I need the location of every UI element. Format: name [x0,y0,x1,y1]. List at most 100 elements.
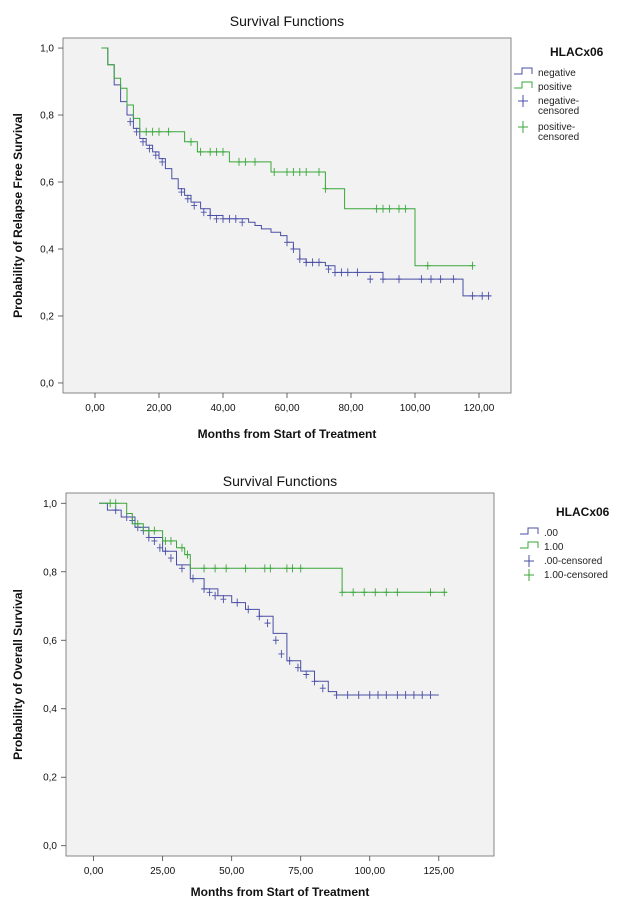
legend-title: HLACx06 [550,45,604,59]
censor-mark [303,258,310,267]
legend-label: 1.00 [544,542,564,553]
censor-mark [367,275,374,284]
y-tick-label: 0,4 [40,244,54,255]
censor-mark [239,218,246,227]
legend-label: positive-censored [538,122,579,143]
censor-mark [123,512,130,521]
censor-mark [256,612,263,621]
series-line-1 [99,502,439,696]
plot-area [65,492,495,857]
censor-mark [107,499,114,508]
censor-mark [264,619,271,628]
censor-mark [297,564,304,573]
y-tick-label: 0,0 [40,378,54,389]
censor-mark [234,598,241,607]
x-tick-label: 60,00 [274,403,299,414]
censor-mark [350,588,357,597]
x-axis-label: Months from Start of Treatment [198,427,377,441]
censor-mark [267,564,274,573]
censor-mark [344,268,351,277]
censor-mark [383,691,390,700]
censor-mark [354,268,361,277]
censor-mark [220,595,227,604]
censor-mark [134,519,141,528]
censor-mark [162,536,169,545]
censor-mark [191,201,198,210]
censor-mark [151,536,158,545]
x-tick-label: 100,00 [400,403,431,414]
censor-mark [355,691,362,700]
censor-mark [201,564,208,573]
censor-mark [140,137,146,146]
censor-mark [200,208,207,217]
censor-mark [322,184,329,193]
legend-swatch-censor [518,121,528,133]
legend: HLACx06 .00 1.00 .00-censored 1.00-censored [520,505,610,581]
censor-mark [178,188,185,197]
censor-mark [289,564,296,573]
censor-mark [332,268,338,277]
censor-mark [212,564,219,573]
censor-mark [145,526,152,535]
censor-mark [145,533,152,542]
censor-mark [428,275,434,284]
chart-title: Survival Functions [223,473,337,489]
censor-mark [283,564,290,573]
censor-mark [325,265,332,274]
y-tick-label: 0,6 [43,636,57,647]
legend-label: negative-censored [538,96,579,117]
censor-mark [127,117,134,126]
censor-mark [410,691,417,700]
y-tick-label: 0,6 [40,178,54,189]
y-tick-label: 0,8 [40,111,54,122]
censor-mark [146,144,153,153]
censor-mark [418,275,425,284]
censor-mark [167,536,174,545]
censor-mark [152,151,159,160]
censor-mark [319,684,326,693]
censor-mark [303,167,310,176]
y-tick-label: 0,8 [43,567,57,578]
x-tick-label: 40,00 [210,403,235,414]
censor-mark [261,564,268,573]
censor-mark [236,157,242,166]
censor-mark [437,275,444,284]
legend-title: HLACx06 [556,505,610,519]
censor-mark [212,591,219,600]
censor-mark [156,127,162,136]
censor-mark [213,147,220,156]
censor-mark [284,238,290,247]
censor-mark [197,147,204,156]
censor-mark [479,291,486,300]
y-tick-label: 0,2 [43,773,57,784]
x-tick-label: 0,00 [84,866,104,877]
censor-mark [278,649,285,658]
censor-mark [178,543,185,552]
legend-label: negative [538,68,576,79]
y-tick-label: 0,4 [43,704,57,715]
censor-mark [133,127,140,136]
censor-mark [485,291,492,300]
censor-mark [380,204,386,213]
chart-title: Survival Functions [230,13,344,29]
legend-swatch-censor [524,569,534,581]
censor-mark [207,147,214,156]
censor-mark [178,564,185,573]
censor-mark [303,670,310,679]
censor-mark [223,564,230,573]
legend-swatch-censor [518,95,528,107]
censor-mark [159,157,166,166]
survival-chart-1: Survival Functions 0,00 20,00 40,00 60,00 80,… [11,13,604,441]
censor-mark [271,167,278,176]
censor-mark [380,275,386,284]
censor-mark [242,157,249,166]
x-tick-label: 0,00 [85,403,105,414]
legend: HLACx06 negative positive negative-censored… [514,45,604,143]
censor-mark [344,691,351,700]
legend-label: .00 [544,528,558,539]
censor-mark [309,258,316,267]
x-tick-label: 100,00 [354,866,385,877]
x-tick-label: 50,00 [219,866,244,877]
legend-label: positive [538,82,572,93]
censor-mark [252,157,258,166]
